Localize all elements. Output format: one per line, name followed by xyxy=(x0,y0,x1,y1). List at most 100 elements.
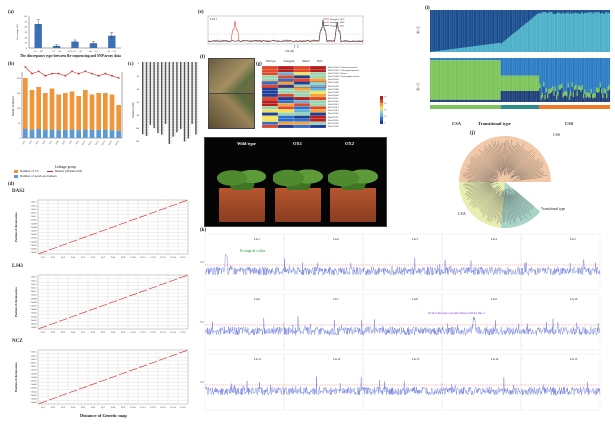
j-branch xyxy=(464,183,491,188)
g-gene-label: Phe011019 xyxy=(328,121,339,125)
i-group-bar-css xyxy=(539,105,610,109)
i-k2-bar-blue xyxy=(498,10,500,44)
d-lg-label: LG10 xyxy=(130,332,136,334)
j-branch xyxy=(511,194,526,219)
j-branch xyxy=(507,146,521,176)
legend-previous: Number of previous markers xyxy=(20,174,57,179)
i-k3-bar-green xyxy=(454,60,456,100)
i-k3-bar-navy xyxy=(435,99,437,102)
i-k2-bar-cyan xyxy=(557,12,559,52)
i-k3-bar-green xyxy=(518,75,521,91)
i-k3-bar-navy xyxy=(534,91,536,102)
b-density-point xyxy=(51,72,53,75)
i-k2-bar-cyan xyxy=(440,50,442,52)
j-branch xyxy=(510,161,541,180)
g-heatmap-cell xyxy=(261,69,279,73)
b-xtick: LG7 xyxy=(62,140,66,145)
d-chromosome-label: Chr08 xyxy=(31,302,38,304)
i-k3-bar-green xyxy=(442,60,445,100)
k-cell-frame xyxy=(204,293,285,351)
plant-wild-type xyxy=(217,160,267,190)
i-k3-bar-green xyxy=(553,91,555,96)
d-collinear-segment xyxy=(78,311,88,315)
i-k3-bar-navy xyxy=(527,91,530,102)
i-k3-bar-green xyxy=(523,75,526,91)
panel-b-label: (b) xyxy=(8,62,15,67)
i-k3-bar-blue xyxy=(580,58,582,88)
i-k2-bar-blue xyxy=(453,10,455,49)
b-xtick: LG4 xyxy=(42,140,46,145)
j-branch xyxy=(494,143,503,173)
j-branch xyxy=(472,190,494,205)
j-branch xyxy=(463,176,490,181)
i-k3-bar-navy xyxy=(500,91,503,102)
i-k3-bar-green xyxy=(446,60,449,100)
panel-a-label: (a) xyxy=(8,10,14,15)
i-k2-bar-cyan xyxy=(579,13,581,52)
j-branch xyxy=(467,183,499,191)
j-branch xyxy=(473,185,501,208)
i-k2-bar-blue xyxy=(512,10,514,35)
i-group-bar-transitional xyxy=(500,105,540,109)
i-k3-bar-navy xyxy=(477,99,479,102)
i-k3-bar-blue xyxy=(538,58,540,76)
k-lg-title: LG2 xyxy=(333,237,339,241)
j-branch xyxy=(510,194,522,221)
b-ytick: 0 xyxy=(19,137,21,140)
i-k3-bar-navy xyxy=(457,99,459,102)
g-heatmap-cell xyxy=(261,106,279,110)
b-density-point xyxy=(57,72,60,75)
i-k2-bar-blue xyxy=(509,10,512,37)
c-chromosome-bar xyxy=(187,62,189,139)
d-chromosome-label: Chr09 xyxy=(31,373,38,375)
i-k2-bar-blue xyxy=(530,10,532,20)
j-branch xyxy=(507,195,515,224)
i-k2-bar-blue xyxy=(522,10,524,26)
i-k2-bar-cyan xyxy=(531,18,533,52)
j-branch xyxy=(493,193,502,219)
d-collinear-segment xyxy=(108,375,118,379)
i-k3-bar-blue xyxy=(541,58,544,93)
j-branch xyxy=(513,195,526,214)
i-k3-bar-blue xyxy=(594,58,596,94)
i-k3-bar-green xyxy=(520,75,522,91)
j-branch xyxy=(514,194,532,217)
g-heatmap-cell xyxy=(309,90,327,94)
i-k3-bar-navy xyxy=(450,99,452,102)
i-k2-bar-blue xyxy=(554,10,557,14)
d-chromosome-label: Chr03 xyxy=(31,395,38,397)
j-branch xyxy=(505,189,508,224)
j-branch xyxy=(489,196,500,222)
i-k3-bar-blue xyxy=(459,58,461,61)
i-k3-bar-navy xyxy=(467,99,469,102)
pot-ox1 xyxy=(275,188,321,222)
i-k3-bar-navy xyxy=(495,99,497,102)
i-k3-bar-green xyxy=(490,60,492,100)
g-heatmap-cell xyxy=(261,124,279,129)
d-collinear-segment xyxy=(38,400,48,404)
i-k3-bar-blue xyxy=(535,58,537,76)
g-heatmap-cell xyxy=(293,65,311,70)
j-branch xyxy=(479,188,500,210)
i-k2-bar-blue xyxy=(494,10,496,44)
j-branch xyxy=(517,169,541,178)
i-k3-bar-blue xyxy=(517,58,519,76)
i-k3-bar-navy xyxy=(476,99,478,102)
i-k3-bar-blue xyxy=(457,58,459,61)
label-ox1: OX1 xyxy=(293,141,302,146)
panel-i-structure xyxy=(430,10,611,109)
i-k3-bar-navy xyxy=(597,93,599,102)
i-k2-bar-blue xyxy=(520,10,522,28)
i-k3-bar-green xyxy=(556,95,558,100)
d-collinear-segment xyxy=(118,296,128,301)
i-k2-bar-cyan xyxy=(583,14,585,52)
b-xtick: LG2 xyxy=(29,141,33,145)
g-heatmap-cell xyxy=(309,75,327,79)
g-heatmap-cell xyxy=(277,118,295,122)
i-k3-bar-navy xyxy=(601,93,603,102)
d-lg-label: LG4 xyxy=(71,407,76,409)
b-xtick: LG15 xyxy=(115,140,120,146)
i-k3-bar-green xyxy=(583,93,585,99)
i-k2-bar-blue xyxy=(471,10,473,47)
